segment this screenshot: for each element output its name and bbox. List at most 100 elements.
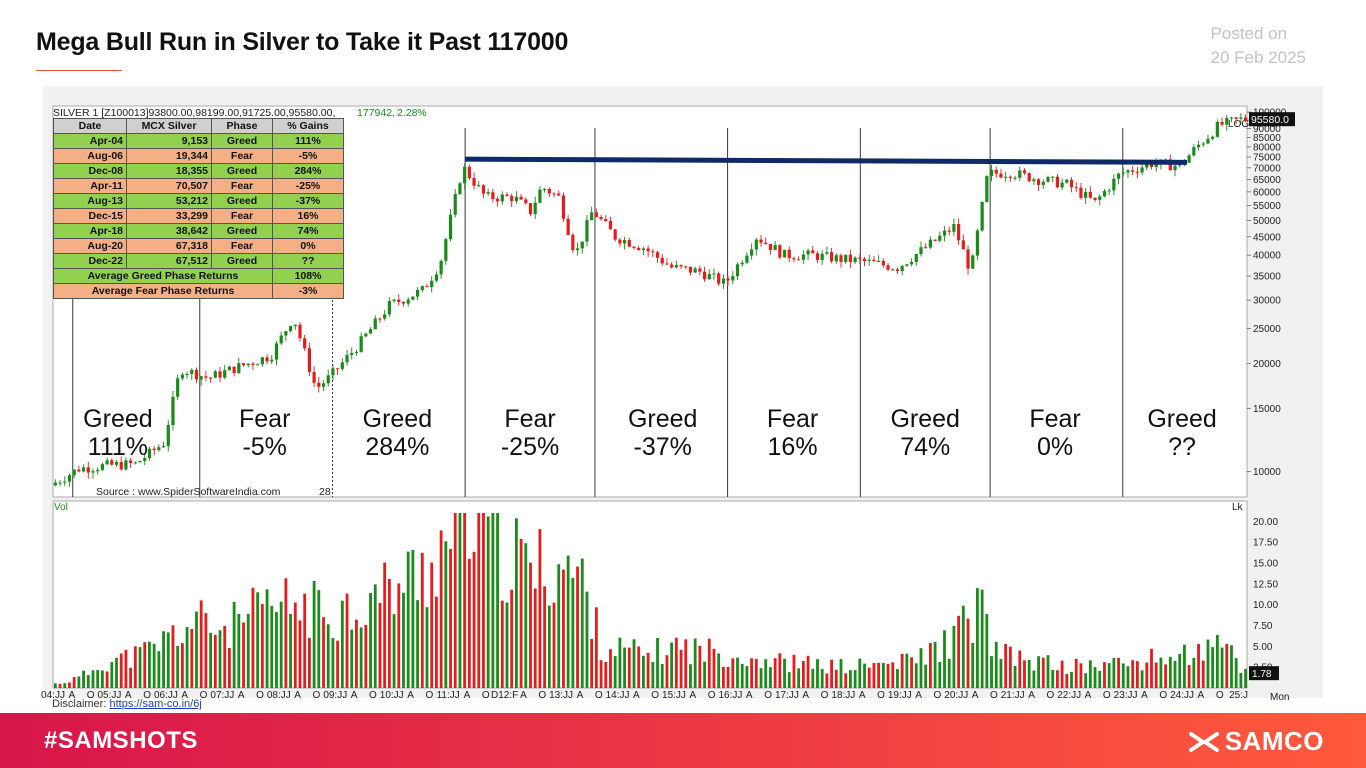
volume-bar	[957, 615, 961, 688]
candle-body	[1069, 179, 1074, 188]
volume-bar	[731, 658, 735, 688]
candle-body	[105, 460, 109, 465]
volume-bar	[453, 513, 457, 688]
candle-body	[514, 196, 518, 202]
y-tick-label: 80000	[1253, 142, 1281, 153]
candle-body	[359, 336, 363, 352]
candle-body	[279, 335, 283, 344]
candle-body	[594, 212, 598, 218]
volume-bar	[1154, 662, 1158, 688]
x-tick-label: A	[859, 690, 866, 701]
summary-label: Average Fear Phase Returns	[53, 283, 273, 299]
candle-body	[251, 363, 255, 365]
phase-gain: 284%	[365, 433, 429, 461]
volume-bar	[590, 638, 594, 688]
table-cell-date: Dec-15	[53, 208, 127, 224]
x-tick-label: 07:JJ	[210, 690, 234, 701]
candle-body	[839, 255, 843, 262]
candle-body	[895, 269, 900, 272]
candle-body	[632, 246, 636, 248]
y-tick-label: 85000	[1253, 133, 1281, 144]
candle-body	[81, 467, 86, 472]
volume-bar	[599, 660, 603, 688]
candle-body	[613, 229, 617, 240]
x-tick-label: 19:JJ	[888, 690, 912, 701]
candle-body	[176, 378, 180, 397]
candle-body	[571, 234, 575, 251]
volume-bar	[660, 664, 664, 688]
volume-bar	[58, 683, 62, 688]
candle-body	[72, 469, 76, 476]
candle-body	[688, 266, 693, 273]
x-tick-label: O	[877, 690, 885, 701]
x-tick-label: O	[482, 690, 490, 701]
disclaimer-link[interactable]: https://sam-co.in/6j	[109, 698, 202, 710]
candle-body	[933, 239, 937, 241]
phase-label: Fear	[767, 405, 818, 433]
volume-bar	[976, 588, 979, 688]
candle-body	[806, 250, 810, 255]
volume-bar	[1079, 663, 1083, 688]
volume-bar	[1211, 647, 1215, 688]
candle-body	[505, 194, 509, 196]
candle-body	[528, 203, 533, 215]
x-tick-label: A	[294, 690, 301, 701]
candle-body	[797, 259, 801, 261]
volume-bar	[740, 663, 744, 688]
table-cell-price: 70,507	[126, 178, 212, 194]
candle-body	[1229, 117, 1234, 119]
volume-bar	[924, 664, 928, 688]
volume-bar	[228, 648, 231, 688]
volume-bar	[1008, 646, 1012, 688]
volume-bar	[543, 586, 547, 688]
x-tick-label: A	[407, 690, 414, 701]
volume-bar	[190, 629, 194, 688]
x-tick-label: O	[87, 690, 95, 701]
candle-body	[740, 262, 744, 265]
x-tick-label: O	[369, 690, 377, 701]
volume-bar	[180, 643, 184, 688]
volume-bar	[547, 605, 551, 688]
volume-bar	[646, 652, 650, 688]
phase-gain: 0%	[1037, 433, 1073, 461]
volume-bar	[609, 649, 612, 688]
phase-gain: 74%	[900, 433, 950, 461]
candle-body	[345, 354, 349, 363]
table-row: Dec-08 18,355 Greed 284%	[53, 163, 344, 179]
candle-body	[298, 324, 302, 339]
volume-bar	[138, 647, 142, 688]
candle-body	[199, 376, 203, 380]
table-cell-gain: 111%	[272, 133, 344, 149]
volume-bar	[505, 602, 509, 688]
volume-bar	[759, 668, 763, 688]
candle-body	[420, 286, 424, 290]
volume-bar	[1027, 660, 1031, 688]
candle-body	[886, 265, 890, 270]
summary-label: Average Greed Phase Returns	[53, 268, 273, 284]
candle-body	[91, 471, 95, 473]
volume-bar	[529, 562, 532, 688]
candle-body	[472, 178, 476, 186]
table-cell-gain: 0%	[272, 238, 344, 254]
x-tick-label: 06:JJ	[154, 690, 178, 701]
candle-body	[961, 240, 965, 250]
volume-bar	[933, 641, 937, 688]
candle-body	[952, 223, 956, 232]
volume-bar	[665, 655, 669, 688]
candle-body	[717, 273, 721, 284]
candle-body	[274, 343, 279, 360]
candle-body	[491, 192, 495, 199]
candle-body	[124, 460, 128, 470]
candle-body	[185, 373, 189, 375]
phase-gain: -5%	[242, 433, 286, 461]
volume-bar	[246, 613, 250, 688]
table-cell-gain: -25%	[272, 178, 344, 194]
volume-bar	[510, 589, 514, 688]
volume-bar	[839, 659, 843, 688]
volume-bar	[623, 647, 626, 688]
brand-logo: SAMCO	[1188, 726, 1324, 757]
candle-body	[1135, 171, 1139, 173]
candle-body	[415, 289, 420, 297]
candle-body	[96, 469, 100, 472]
candle-body	[425, 286, 429, 288]
